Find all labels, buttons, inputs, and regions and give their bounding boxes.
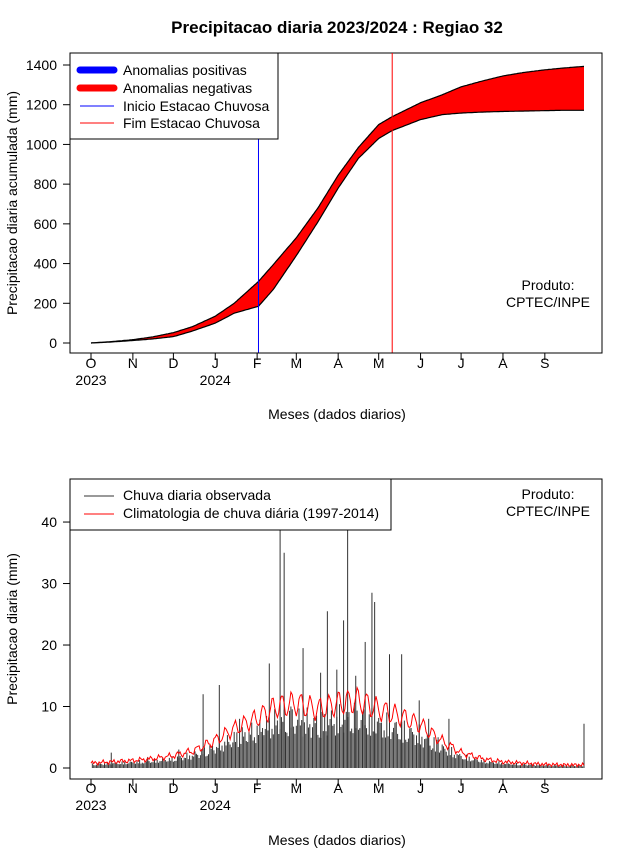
- bottom-x-tick-label: J: [417, 780, 424, 796]
- bottom-y-tick-label: 20: [41, 637, 57, 653]
- bottom-x-tick-label: F: [253, 780, 262, 796]
- top-y-tick-label: 600: [34, 216, 58, 232]
- bottom-axes: 0 10 20 30 40 O N D J F M A M J J A S 2023 2024: [41, 514, 549, 813]
- top-y-axis-label: Precipitacao diaria acumulada (mm): [4, 91, 20, 315]
- legend-label-season-end: Fim Estacao Chuvosa: [123, 115, 260, 131]
- top-y-tick-label: 1000: [26, 136, 57, 152]
- top-x-tick-label: J: [458, 355, 465, 371]
- bottom-year-label: 2023: [75, 797, 106, 813]
- bottom-y-tick-label: 10: [41, 699, 57, 715]
- bottom-credit-line-2: CPTEC/INPE: [506, 503, 590, 519]
- bottom-x-tick-label: S: [540, 780, 549, 796]
- top-panel: Precipitacao diaria acumulada (mm) Meses…: [4, 52, 603, 422]
- top-x-tick-label: F: [253, 355, 262, 371]
- bottom-x-tick-label: N: [128, 780, 138, 796]
- legend-label-climatology: Climatologia de chuva diária (1997-2014): [123, 505, 379, 521]
- top-x-tick-label: M: [290, 355, 302, 371]
- top-year-label: 2023: [75, 372, 106, 388]
- top-x-tick-label: N: [128, 355, 138, 371]
- bottom-legend-box: [69, 478, 392, 531]
- top-axes: 0 200 400 600 800 1000 1200 1400 O N D J F M A M J J A S 202…: [26, 57, 550, 388]
- top-x-tick-label: J: [212, 355, 219, 371]
- legend-label-positive: Anomalias positivas: [123, 62, 247, 78]
- top-x-axis-label: Meses (dados diarios): [268, 406, 406, 422]
- bottom-credit-line-1: Produto:: [522, 486, 575, 502]
- climatology-daily-line: [90, 685, 585, 768]
- top-credit-line-1: Produto:: [522, 277, 575, 293]
- top-y-tick-label: 1400: [26, 57, 57, 73]
- bottom-y-tick-label: 40: [41, 514, 57, 530]
- bottom-x-tick-label: A: [334, 780, 344, 796]
- bottom-x-tick-label: O: [86, 780, 97, 796]
- legend-label-negative: Anomalias negativas: [123, 80, 252, 96]
- top-y-tick-label: 0: [49, 335, 57, 351]
- top-x-tick-label: J: [417, 355, 424, 371]
- bottom-x-axis-label: Meses (dados diarios): [268, 832, 406, 848]
- bottom-y-axis-label: Precipitacao diaria (mm): [4, 553, 20, 705]
- observed-accumulated-line: [90, 109, 584, 344]
- top-x-tick-label: O: [86, 355, 97, 371]
- top-y-tick-label: 200: [34, 295, 58, 311]
- top-y-tick-label: 800: [34, 176, 58, 192]
- bottom-x-tick-label: A: [498, 780, 508, 796]
- bottom-year-label: 2024: [200, 797, 231, 813]
- top-x-tick-label: D: [168, 355, 178, 371]
- bottom-y-tick-label: 30: [41, 576, 57, 592]
- climatology-accumulated-line: [90, 65, 585, 344]
- top-x-tick-label: S: [540, 355, 549, 371]
- bottom-y-tick-label: 0: [49, 760, 57, 776]
- legend-label-observed: Chuva diaria observada: [123, 487, 271, 503]
- bottom-x-tick-label: M: [373, 780, 385, 796]
- top-credit-line-2: CPTEC/INPE: [506, 294, 590, 310]
- top-legend: Anomalias positivas Anomalias negativas …: [69, 52, 279, 140]
- top-y-tick-label: 1200: [26, 97, 57, 113]
- bottom-legend: Chuva diaria observada Climatologia de c…: [69, 478, 392, 531]
- bottom-x-tick-label: M: [290, 780, 302, 796]
- top-y-tick-label: 400: [34, 256, 58, 272]
- top-plot-area: [90, 53, 585, 353]
- top-x-tick-label: A: [498, 355, 508, 371]
- bottom-x-tick-label: J: [458, 780, 465, 796]
- legend-label-season-start: Inicio Estacao Chuvosa: [123, 98, 270, 114]
- bottom-x-tick-label: D: [168, 780, 178, 796]
- negative-anomaly-area: [91, 66, 584, 344]
- bottom-x-tick-label: J: [212, 780, 219, 796]
- chart-title: Precipitacao diaria 2023/2024 : Regiao 3…: [171, 18, 503, 37]
- bottom-panel: Precipitacao diaria (mm) Meses (dados di…: [4, 478, 603, 848]
- top-year-label: 2024: [200, 372, 231, 388]
- bottom-plot-area: [90, 525, 585, 768]
- top-x-tick-label: A: [334, 355, 344, 371]
- top-x-tick-label: M: [373, 355, 385, 371]
